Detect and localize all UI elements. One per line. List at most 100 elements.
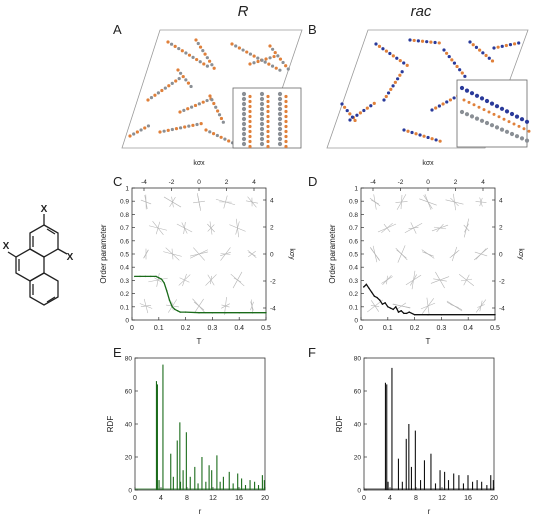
snapshot-panel-b (326, 29, 531, 149)
snapshot-panel-a (121, 29, 303, 149)
atom-dot (396, 77, 400, 81)
atom-dot (484, 98, 490, 104)
atom-dot (179, 71, 183, 75)
atom-dot (362, 108, 366, 113)
atom-dot (135, 130, 139, 134)
data-point (397, 311, 400, 313)
diffraction-streak (144, 195, 148, 209)
atom-dot (176, 68, 180, 72)
chart-panel-d: 0 0.1 0.2 0.3 0.4 0.5 0 0.1 0.2 0.3 0.4 0.5 0.6 0.7 0.… (328, 160, 524, 346)
x-tick-label: 16 (235, 495, 243, 502)
atom-dot (381, 47, 385, 51)
x-tick-label: 20 (261, 495, 269, 502)
substituent-label: X (3, 241, 10, 252)
atom-dot (272, 54, 276, 59)
diffraction-streak (143, 298, 149, 314)
atom-dot (277, 101, 283, 107)
y-tick-label: 40 (354, 422, 362, 429)
data-point (144, 275, 147, 278)
y-axis-title: Order parameter (328, 224, 337, 283)
atom-dot (408, 38, 412, 42)
y-tick-label: 1 (125, 186, 129, 193)
atom-dot (270, 64, 275, 68)
diffraction-streak (426, 297, 430, 315)
atom-dot (350, 115, 355, 119)
chart-panel-c: 0 0.1 0.2 0.3 0.4 0.5 0 0.1 0.2 0.3 0.4 0.5 0.6 0.7 0.… (99, 160, 295, 346)
atom-dot (252, 54, 256, 58)
atom-dot (278, 57, 283, 61)
data-point (427, 314, 429, 316)
substituent-bond (57, 248, 68, 255)
atom-dot (204, 128, 208, 132)
atom-dot (499, 127, 505, 132)
diffraction-streak (433, 226, 447, 230)
atom-dot (241, 116, 247, 122)
y-tick-label: 0.9 (120, 199, 129, 206)
atom-dot (219, 135, 223, 139)
diffraction-streak (463, 218, 470, 238)
atom-dot (259, 136, 265, 142)
atom-dot (184, 51, 188, 55)
atom-dot (212, 66, 216, 70)
atom-dot (248, 52, 253, 56)
atom-dot (426, 135, 430, 140)
x-tick-label: 0.2 (410, 325, 420, 332)
data-point (494, 314, 496, 316)
y-tick-label: 0.1 (120, 304, 129, 311)
atom-dot (266, 119, 270, 124)
data-point (184, 311, 187, 313)
atom-dot (215, 133, 219, 138)
diffraction-streak (207, 274, 215, 286)
atom-dot (259, 116, 265, 122)
x-tick-label: 0 (362, 495, 366, 502)
molecule-structure: X X X (3, 204, 74, 306)
diffraction-streak (215, 198, 236, 206)
atom-dot (284, 94, 288, 99)
atom-dot (412, 38, 416, 43)
atom-dot (484, 120, 490, 126)
panel-label-f: F (308, 345, 316, 360)
diffraction-streak (446, 300, 463, 312)
atom-dot (355, 113, 359, 117)
atom-dot (434, 138, 438, 142)
atom-dot (241, 141, 247, 147)
atom-dot (348, 118, 352, 122)
atom-dot (278, 68, 282, 72)
y-tick-label: 20 (354, 455, 362, 462)
axes: 0 4 8 12 16 20 0 20 40 60 80 (125, 356, 269, 503)
atom-dot (211, 132, 216, 136)
atom-dot (430, 137, 434, 141)
diffraction-streak (370, 300, 380, 312)
atom-dot (512, 42, 517, 46)
rdf-peaks (364, 367, 494, 490)
data-point (408, 311, 410, 313)
atom-dot (458, 68, 462, 72)
atom-dot (267, 62, 271, 66)
y-tick-label: 0.3 (349, 278, 358, 285)
data-point (198, 312, 200, 314)
diffraction-streak (474, 251, 488, 257)
y-tick-label: 0.2 (120, 291, 129, 298)
atom-dot (230, 42, 234, 46)
atom-dot (462, 98, 466, 102)
atom-dot (177, 77, 181, 81)
atom-dot (181, 74, 185, 79)
atom-dot (487, 56, 491, 60)
atom-dot (197, 102, 201, 106)
x-axis-title: r (428, 507, 431, 516)
right-tick-label: 4 (270, 198, 274, 205)
atom-dot (169, 42, 174, 46)
atom-dot (266, 114, 270, 119)
atom-dot (377, 44, 382, 48)
x-tick-label: 0.1 (383, 325, 393, 332)
atom-dot (512, 122, 516, 126)
atom-dot (166, 128, 170, 132)
atom-dot (494, 125, 500, 130)
atom-dot (184, 78, 188, 82)
atom-dot (252, 61, 256, 65)
diffraction-streak (370, 247, 380, 261)
inset-structure (241, 91, 288, 149)
atom-dot (464, 112, 470, 117)
atom-dot (496, 45, 500, 49)
